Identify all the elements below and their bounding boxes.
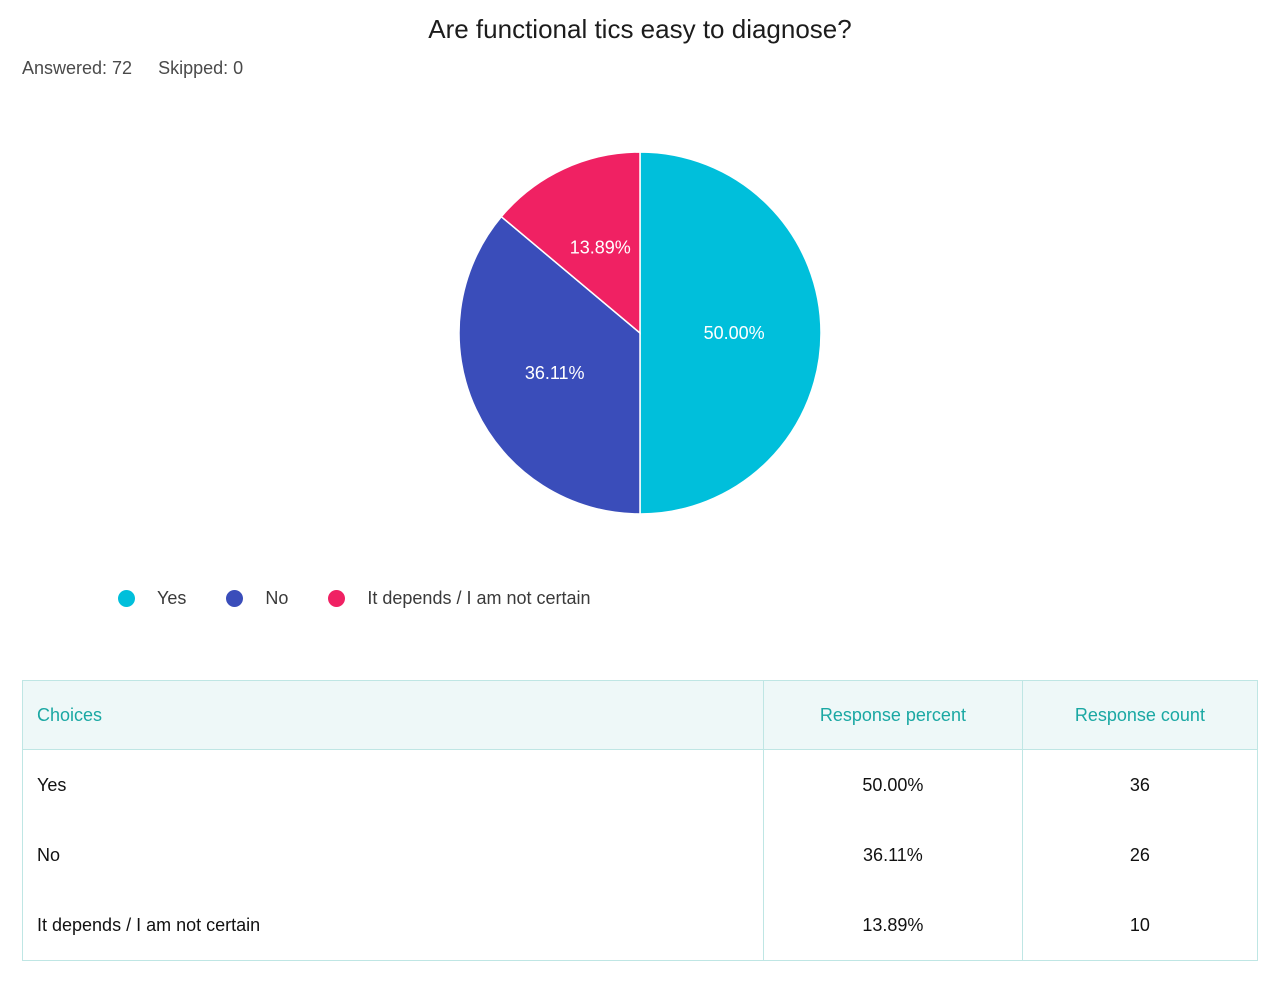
row-percent: 50.00% xyxy=(763,749,1023,820)
row-choice: Yes xyxy=(37,774,67,795)
skipped-count: Skipped: 0 xyxy=(158,58,244,78)
row-percent: 13.89% xyxy=(763,890,1023,961)
legend-item-depends[interactable]: It depends / I am not certain xyxy=(328,587,591,609)
slice-label-yes: 50.00% xyxy=(704,323,765,343)
row-choice: No xyxy=(37,844,61,865)
legend-label-yes: Yes xyxy=(157,587,187,608)
legend-label-depends: It depends / I am not certain xyxy=(367,587,591,608)
legend-label-no: No xyxy=(265,587,289,608)
chart-legend: Yes No It depends / I am not certain xyxy=(118,585,631,611)
row-count: 36 xyxy=(1021,749,1258,820)
row-count: 10 xyxy=(1021,890,1258,961)
header-response-percent[interactable]: Response percent xyxy=(763,680,1023,750)
pie-chart: 50.00% 36.11% 13.89% xyxy=(458,151,822,515)
legend-dot-no xyxy=(226,589,244,607)
results-table: Choices Response percent Response count … xyxy=(22,680,1259,961)
legend-item-no[interactable]: No xyxy=(226,588,288,609)
legend-item-yes[interactable]: Yes xyxy=(118,588,186,609)
pie-slice-yes[interactable] xyxy=(639,151,822,515)
table-row: Yes 50.00% 36 xyxy=(23,749,1258,820)
header-choices[interactable]: Choices xyxy=(22,680,764,750)
table-row: No 36.11% 26 xyxy=(23,820,1258,890)
row-choice: It depends / I am not certain xyxy=(37,914,261,935)
table-header-row: Choices Response percent Response count xyxy=(22,680,1259,750)
chart-title: Are functional tics easy to diagnose? xyxy=(428,14,852,44)
pie-slice-no[interactable] xyxy=(458,215,641,515)
legend-dot-depends xyxy=(328,589,346,607)
header-response-count[interactable]: Response count xyxy=(1021,680,1259,750)
response-stats: Answered: 72 Skipped: 0 xyxy=(22,58,243,79)
slice-label-no: 36.11% xyxy=(525,363,585,383)
slice-label-depends: 13.89% xyxy=(570,238,631,258)
pie-slice-depends[interactable] xyxy=(500,151,641,335)
answered-count: Answered: 72 xyxy=(22,58,133,78)
table-row: It depends / I am not certain 13.89% 10 xyxy=(23,890,1258,961)
row-percent: 36.11% xyxy=(763,820,1023,890)
legend-dot-yes xyxy=(118,589,135,607)
row-count: 26 xyxy=(1021,820,1258,890)
